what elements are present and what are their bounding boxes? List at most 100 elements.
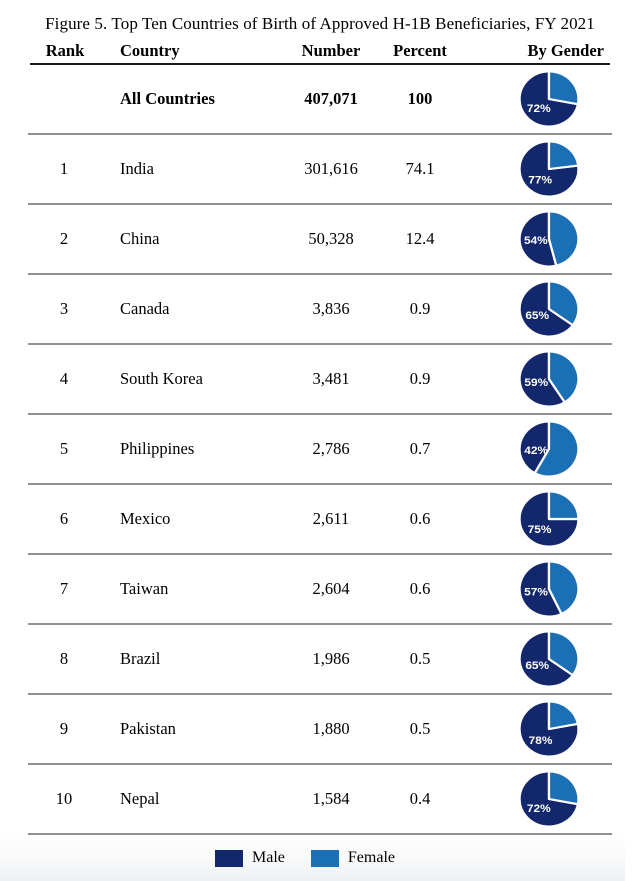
female-slice xyxy=(547,560,580,615)
pie-percent-label: 72% xyxy=(527,803,551,815)
rank-cell: 7 xyxy=(59,579,69,598)
legend: Male Female xyxy=(0,835,625,881)
gender-pie-chart: 78% xyxy=(518,700,580,758)
percent-cell: 12.4 xyxy=(405,229,435,248)
male-slice xyxy=(518,560,563,618)
gender-pie-cell: 57% xyxy=(477,560,621,618)
column-header-percent: Percent xyxy=(393,41,447,60)
pie-percent-label: 54% xyxy=(524,235,548,247)
rank-cell: 9 xyxy=(59,719,69,738)
gender-pie-chart: 72% xyxy=(518,70,580,128)
table-row: 10 Nepal 1,584 0.4 72% xyxy=(28,765,612,835)
rank-cell: 3 xyxy=(59,299,69,318)
pie-percent-label: 65% xyxy=(525,310,549,322)
male-slice xyxy=(518,700,580,758)
table-row: 8 Brazil 1,986 0.5 65% xyxy=(28,625,612,695)
number-cell: 3,481 xyxy=(312,369,350,388)
table-row: 9 Pakistan 1,880 0.5 78% xyxy=(28,695,612,765)
table-row: 6 Mexico 2,611 0.6 75% xyxy=(28,485,612,555)
rank-cell: 6 xyxy=(59,509,69,528)
percent-cell: 0.5 xyxy=(409,649,431,668)
table-row: 5 Philippines 2,786 0.7 42% xyxy=(28,415,612,485)
country-cell: South Korea xyxy=(120,369,203,388)
gender-pie-cell: 75% xyxy=(477,490,621,548)
table-rows: All Countries 407,071 100 72% 1 India 30… xyxy=(28,65,612,835)
number-cell: 1,880 xyxy=(312,719,350,738)
legend-male-label: Male xyxy=(252,849,285,866)
country-cell: India xyxy=(120,159,154,178)
gender-pie-cell: 77% xyxy=(477,140,621,198)
country-cell: Mexico xyxy=(120,509,171,528)
number-cell: 1,986 xyxy=(312,649,350,668)
gender-pie-cell: 54% xyxy=(477,210,621,268)
gender-pie-chart: 57% xyxy=(518,560,580,618)
gender-pie-cell: 59% xyxy=(477,350,621,408)
column-header-by-gender: By Gender xyxy=(527,41,604,60)
male-slice xyxy=(518,210,558,268)
gender-pie-chart: 59% xyxy=(518,350,580,408)
gender-pie-cell: 65% xyxy=(477,630,621,688)
pie-percent-label: 42% xyxy=(524,445,548,457)
rank-cell: 5 xyxy=(59,439,69,458)
table-row: 1 India 301,616 74.1 77% xyxy=(28,135,612,205)
column-header-rank: Rank xyxy=(45,41,85,60)
table-row: All Countries 407,071 100 72% xyxy=(28,65,612,135)
male-slice xyxy=(518,630,574,688)
column-header-number: Number xyxy=(301,41,361,60)
pie-percent-label: 75% xyxy=(528,524,552,536)
number-cell: 3,836 xyxy=(312,299,350,318)
gender-pie-chart: 65% xyxy=(518,280,580,338)
pie-percent-label: 77% xyxy=(528,175,552,187)
gender-pie-chart: 72% xyxy=(518,770,580,828)
country-cell: Philippines xyxy=(120,439,195,458)
percent-cell: 74.1 xyxy=(405,159,435,178)
female-slice xyxy=(547,280,580,327)
rank-cell: 8 xyxy=(59,649,69,668)
percent-cell: 100 xyxy=(407,89,433,108)
gender-pie-chart: 54% xyxy=(518,210,580,268)
gender-pie-cell: 72% xyxy=(477,70,621,128)
gender-pie-chart: 75% xyxy=(518,490,580,548)
gender-pie-cell: 42% xyxy=(477,420,621,478)
female-slice xyxy=(533,420,580,478)
table-row: 2 China 50,328 12.4 54% xyxy=(28,205,612,275)
percent-cell: 0.6 xyxy=(409,579,431,598)
number-cell: 50,328 xyxy=(308,229,354,248)
country-cell: Taiwan xyxy=(120,579,169,598)
number-cell: 1,584 xyxy=(312,789,350,808)
legend-female-label: Female xyxy=(347,849,395,866)
rank-cell: 2 xyxy=(59,229,69,248)
rank-cell: 10 xyxy=(55,789,73,808)
country-cell: Pakistan xyxy=(120,719,176,738)
male-color-swatch xyxy=(215,849,244,867)
male-slice xyxy=(518,350,566,408)
percent-cell: 0.7 xyxy=(409,439,431,458)
pie-percent-label: 59% xyxy=(524,378,548,390)
pie-percent-label: 65% xyxy=(525,660,549,672)
female-slice xyxy=(547,70,580,106)
column-header-country: Country xyxy=(120,41,180,60)
female-slice xyxy=(547,770,580,806)
female-slice xyxy=(547,210,580,267)
female-slice xyxy=(547,490,580,521)
percent-cell: 0.4 xyxy=(409,789,431,808)
table-row: 3 Canada 3,836 0.9 65% xyxy=(28,275,612,345)
table-header: Rank Country Number Percent By Gender xyxy=(30,41,610,65)
table-row: 7 Taiwan 2,604 0.6 57% xyxy=(28,555,612,625)
gender-pie-chart: 42% xyxy=(518,420,580,478)
pie-percent-label: 57% xyxy=(524,587,548,599)
gender-pie-cell: 65% xyxy=(477,280,621,338)
pie-percent-label: 72% xyxy=(527,103,551,115)
gender-pie-chart: 77% xyxy=(518,140,580,198)
male-slice xyxy=(518,280,574,338)
country-cell: Nepal xyxy=(120,789,160,808)
legend-item-female: Female xyxy=(310,849,395,867)
percent-cell: 0.9 xyxy=(409,299,431,318)
country-cell: China xyxy=(120,229,160,248)
rank-cell: 1 xyxy=(59,159,69,178)
percent-cell: 0.5 xyxy=(409,719,431,738)
gender-pie-cell: 72% xyxy=(477,770,621,828)
table-row: 4 South Korea 3,481 0.9 59% xyxy=(28,345,612,415)
number-cell: 301,616 xyxy=(304,159,358,178)
